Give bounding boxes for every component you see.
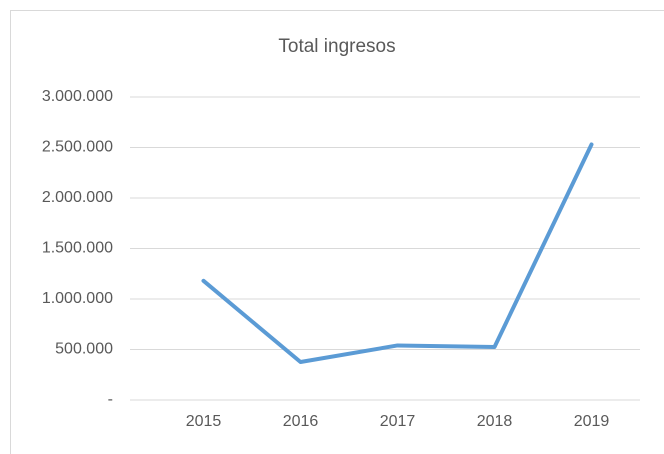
y-tick-label: 1.500.000 <box>42 240 113 257</box>
y-tick-label: 1.000.000 <box>42 290 113 307</box>
chart-title: Total ingresos <box>278 36 395 57</box>
y-tick-label: 3.000.000 <box>42 88 113 105</box>
x-tick-label: 2016 <box>283 413 319 430</box>
y-tick-label: 2.000.000 <box>42 189 113 206</box>
x-tick-label: 2018 <box>477 413 513 430</box>
y-tick-label: - <box>108 391 113 408</box>
chart-border <box>10 10 664 454</box>
x-tick-label: 2017 <box>380 413 416 430</box>
x-tick-label: 2019 <box>574 413 610 430</box>
line-series <box>201 142 594 365</box>
y-tick-label: 500.000 <box>55 341 113 358</box>
y-tick-label: 2.500.000 <box>42 139 113 156</box>
x-tick-label: 2015 <box>186 413 222 430</box>
